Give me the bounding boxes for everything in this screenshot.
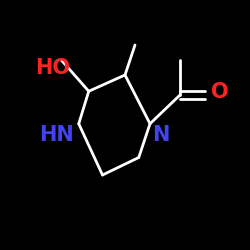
Text: N: N [152,125,170,145]
Text: HO: HO [35,58,70,78]
Text: O: O [211,82,229,102]
Text: HN: HN [39,125,74,145]
